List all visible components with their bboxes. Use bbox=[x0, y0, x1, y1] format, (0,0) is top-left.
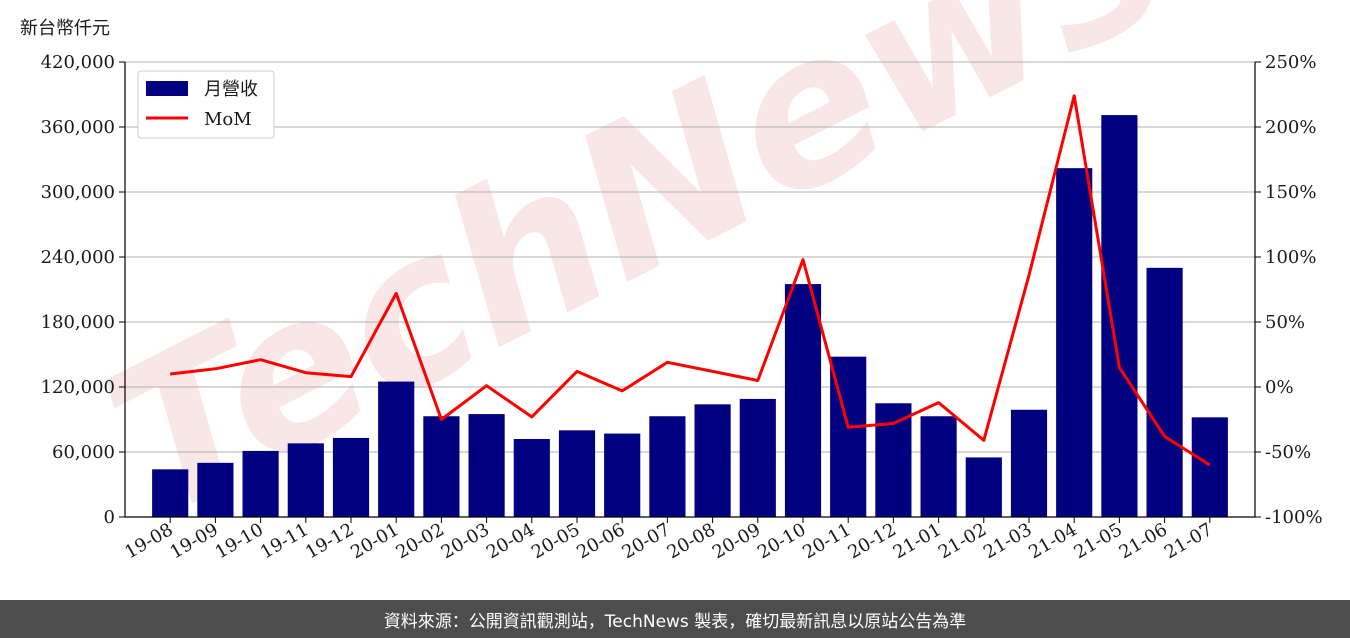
revenue-bar bbox=[423, 416, 460, 517]
x-tick-label: 21-03 bbox=[980, 519, 1035, 563]
right-tick-label: 250% bbox=[1265, 52, 1316, 73]
revenue-bar bbox=[1101, 115, 1138, 517]
x-tick-label: 19-08 bbox=[121, 519, 176, 563]
chart-svg: 新台幣仟元 TechNews 060,000120,000180,000240,… bbox=[20, 0, 1323, 564]
right-tick-label: 0% bbox=[1265, 377, 1294, 398]
x-tick-label: 20-02 bbox=[392, 519, 447, 563]
revenue-bar bbox=[739, 398, 776, 517]
left-tick-label: 180,000 bbox=[41, 312, 115, 333]
revenue-bar bbox=[694, 404, 731, 517]
left-tick-label: 0 bbox=[104, 507, 115, 528]
legend-label-revenue: 月營收 bbox=[204, 79, 258, 100]
axes bbox=[124, 62, 1256, 518]
revenue-bar bbox=[649, 416, 686, 517]
x-tick-label: 21-06 bbox=[1116, 519, 1171, 563]
chart-area: 新台幣仟元 TechNews 0 60,000 120,000 180,000 240,… bbox=[20, 0, 1323, 564]
x-axis-ticks: 19-0819-0919-1019-1119-1220-0120-0220-03… bbox=[121, 517, 1216, 563]
x-tick-label: 20-01 bbox=[347, 519, 402, 563]
left-axis-ticks: 0 60,000 120,000 180,000 240,000 300,000 360,0… bbox=[41, 52, 125, 528]
legend: 月營收 MoM bbox=[137, 70, 275, 139]
source-footer: 資料來源：公開資訊觀測站，TechNews 製表，確切最新訊息以原站公告為準 bbox=[0, 600, 1350, 638]
right-tick-label: 50% bbox=[1265, 312, 1305, 333]
x-tick-label: 20-12 bbox=[844, 519, 899, 563]
revenue-bar bbox=[197, 462, 234, 517]
right-tick-label: -50% bbox=[1265, 442, 1311, 463]
revenue-bar bbox=[965, 457, 1002, 517]
x-tick-label: 20-10 bbox=[754, 519, 809, 563]
x-tick-label: 21-05 bbox=[1070, 519, 1125, 563]
x-tick-label: 19-11 bbox=[257, 519, 312, 563]
revenue-bar bbox=[242, 450, 279, 517]
revenue-bar bbox=[604, 433, 641, 517]
revenue-bar bbox=[784, 284, 822, 517]
mom-line-series bbox=[170, 94, 1211, 467]
x-tick-label: 20-05 bbox=[528, 519, 583, 563]
left-tick-label: 60,000 bbox=[52, 442, 115, 463]
unit-label: 新台幣仟元 bbox=[20, 18, 110, 39]
revenue-bar bbox=[378, 381, 415, 517]
revenue-bar bbox=[875, 403, 912, 517]
right-tick-label: 150% bbox=[1265, 182, 1316, 203]
left-tick-label: 240,000 bbox=[41, 247, 115, 268]
x-tick-label: 20-08 bbox=[664, 519, 719, 563]
mom-line bbox=[170, 94, 1211, 467]
x-tick-label: 21-07 bbox=[1161, 519, 1216, 563]
revenue-bar bbox=[1056, 168, 1093, 517]
revenue-bar bbox=[513, 439, 550, 517]
revenue-bar bbox=[1146, 267, 1183, 517]
x-tick-label: 21-01 bbox=[890, 519, 945, 563]
x-tick-label: 19-12 bbox=[302, 519, 357, 563]
legend-bar-swatch bbox=[146, 81, 188, 96]
x-tick-label: 21-02 bbox=[935, 519, 990, 563]
revenue-bar bbox=[558, 430, 596, 517]
x-tick-label: 20-06 bbox=[573, 519, 628, 563]
x-tick-label: 20-09 bbox=[709, 519, 764, 563]
left-tick-label: 300,000 bbox=[41, 182, 115, 203]
left-tick-label: 120,000 bbox=[41, 377, 115, 398]
left-tick-label: 360,000 bbox=[41, 117, 115, 138]
left-tick-label: 420,000 bbox=[41, 52, 115, 73]
revenue-bar bbox=[1010, 409, 1048, 517]
legend-label-mom: MoM bbox=[204, 109, 252, 130]
right-axis-ticks: -100% -50% 0% 50% 100% 150% 200% 250% bbox=[1255, 52, 1323, 528]
right-tick-label: 200% bbox=[1265, 117, 1316, 138]
revenue-bar bbox=[1191, 417, 1228, 517]
revenue-bar bbox=[152, 469, 189, 517]
right-tick-label: -100% bbox=[1265, 507, 1323, 528]
revenue-bar bbox=[287, 443, 324, 517]
revenue-bar bbox=[468, 414, 505, 517]
footer-text: 資料來源：公開資訊觀測站，TechNews 製表，確切最新訊息以原站公告為準 bbox=[383, 611, 967, 632]
x-tick-label: 20-04 bbox=[483, 519, 538, 563]
revenue-bar bbox=[332, 437, 370, 517]
right-tick-label: 100% bbox=[1265, 247, 1316, 268]
revenue-bar bbox=[920, 416, 957, 517]
x-tick-label: 21-04 bbox=[1025, 519, 1080, 563]
x-tick-label: 20-11 bbox=[799, 519, 854, 563]
x-tick-label: 20-03 bbox=[438, 519, 493, 563]
x-tick-label: 20-07 bbox=[618, 519, 673, 563]
